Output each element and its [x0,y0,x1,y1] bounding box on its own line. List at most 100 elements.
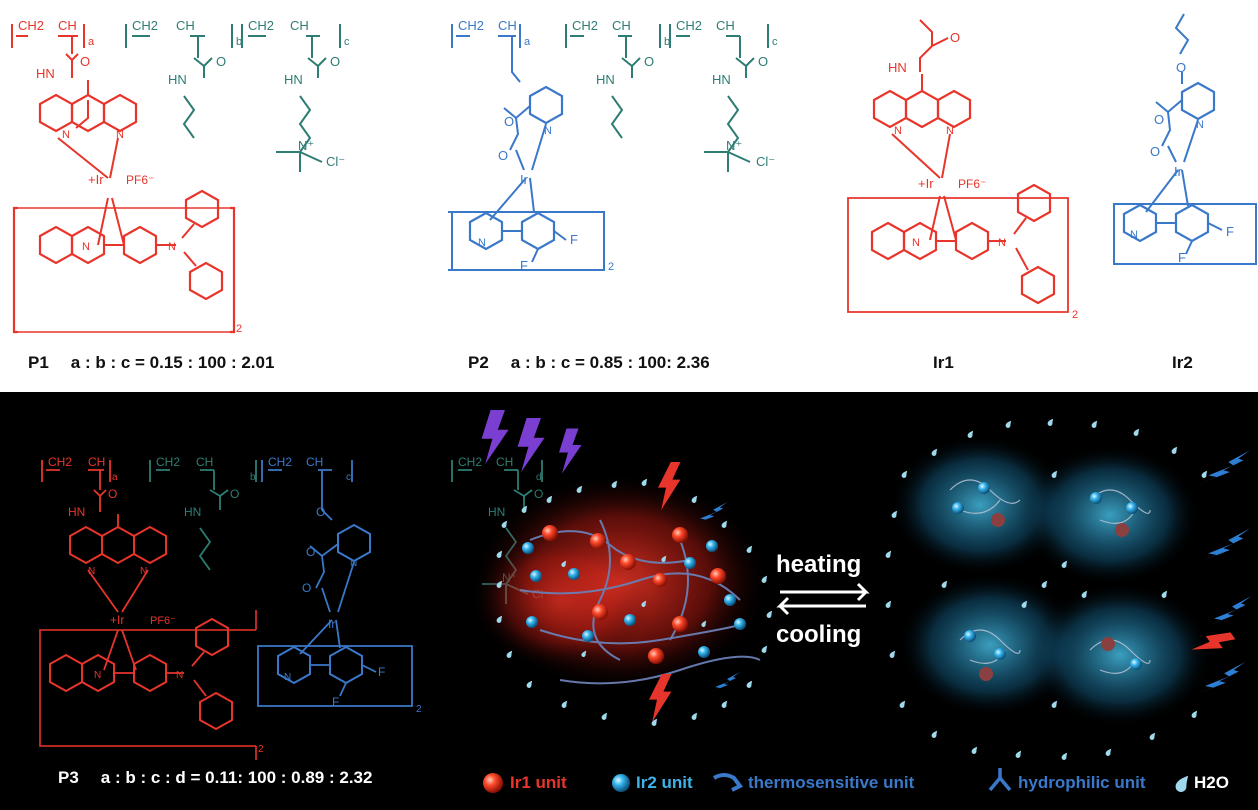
equilibrium-arrows [776,582,870,616]
excitation-bolt-2 [517,418,545,472]
p1-ratio: a : b : c = 0.15 : 100 : 2.01 [70,353,275,372]
svg-text:O: O [1154,112,1164,127]
p1-caption: P1 a : b : c = 0.15 : 100 : 2.01 [28,353,274,373]
svg-text:N: N [82,241,90,253]
svg-text:b: b [664,36,670,48]
p2-structure: CH2 CH a O O N Ir N F F 2 CH2 CH b O HN … [448,18,778,273]
svg-text:O: O [1150,144,1160,159]
p1-label: P1 [28,353,49,372]
p1-atom-labels: CH2 CH a O HN N N +Ir PF6⁻ N N 2 CH2 CH … [18,18,350,335]
svg-text:F: F [520,258,528,273]
svg-text:c: c [346,472,351,483]
p2-ratio: a : b : c = 0.85 : 100: 2.36 [510,353,710,372]
blue-emission-bolt-4 [1200,528,1250,562]
svg-text:2: 2 [258,744,264,755]
svg-text:CH: CH [306,455,323,469]
svg-text:N: N [176,670,183,681]
legend-hydrophilic-unit: hydrophilic unit [1018,773,1146,792]
svg-text:Cl⁻: Cl⁻ [756,154,775,169]
svg-text:CH2: CH2 [458,18,484,33]
thermosensitive-unit-icon [712,773,744,792]
p2-atom-labels: CH2 CH a O O N Ir N F F 2 CH2 CH b O HN … [458,18,778,273]
svg-text:Ir: Ir [1174,164,1183,179]
svg-text:CH: CH [498,18,517,33]
svg-text:F: F [332,695,339,709]
svg-text:PF6⁻: PF6⁻ [126,173,154,187]
svg-text:N: N [894,125,902,137]
svg-text:2: 2 [416,704,422,715]
svg-text:CH: CH [196,455,213,469]
svg-text:CH2: CH2 [268,455,292,469]
svg-text:F: F [1178,250,1186,265]
svg-text:N: N [478,237,486,249]
svg-text:b: b [236,36,242,48]
svg-text:c: c [344,36,350,48]
svg-text:PF6⁻: PF6⁻ [958,177,986,191]
svg-text:O: O [504,114,514,129]
ir1-unit-icon [483,773,503,793]
blue-emission-bolt-2 [710,672,740,692]
svg-text:c: c [772,36,778,48]
svg-text:O: O [950,30,960,45]
svg-text:HN: HN [712,72,731,87]
svg-text:O: O [302,581,311,595]
svg-text:O: O [758,54,768,69]
svg-text:CH2: CH2 [248,18,274,33]
svg-text:CH: CH [612,18,631,33]
svg-text:N⁺: N⁺ [298,138,314,153]
svg-text:HN: HN [184,505,201,519]
svg-text:N: N [168,241,176,253]
svg-text:CH2: CH2 [156,455,180,469]
svg-text:+Ir: +Ir [110,613,124,627]
ir1-caption: Ir1 [933,353,954,373]
svg-text:O: O [80,54,90,69]
svg-text:O: O [230,487,239,501]
water-drop-icon [1175,775,1189,792]
ir2-structure [1113,13,1257,265]
dissolved-state [885,418,1252,760]
ir2-caption: Ir2 [1172,353,1193,373]
svg-text:+Ir: +Ir [918,176,934,191]
svg-text:d: d [536,472,542,483]
p2-caption: P2 a : b : c = 0.85 : 100: 2.36 [468,353,710,373]
legend-icons [483,768,1189,793]
cooling-label: cooling [776,621,862,648]
svg-text:CH: CH [88,455,105,469]
svg-text:CH: CH [496,455,513,469]
ir1-label: Ir1 [933,353,954,372]
ir1-units-left [542,525,726,664]
svg-text:N: N [116,129,124,141]
svg-text:N: N [140,566,147,577]
svg-text:N⁺: N⁺ [726,138,742,153]
svg-text:O: O [498,148,508,163]
svg-text:CH2: CH2 [48,455,72,469]
ir2-unit-icon [612,774,630,792]
svg-text:HN: HN [68,505,85,519]
svg-text:CH: CH [176,18,195,33]
svg-text:CH2: CH2 [572,18,598,33]
svg-text:CH2: CH2 [458,455,482,469]
p3-ratio: a : b : c : d = 0.11: 100 : 0.89 : 2.32 [100,768,373,787]
svg-text:O: O [108,487,117,501]
svg-text:CH2: CH2 [676,18,702,33]
svg-text:+Ir: +Ir [88,172,104,187]
svg-text:HN: HN [168,72,187,87]
p1-structure: CH2 CH a O HN N N +Ir PF6⁻ N N 2 CH2 CH … [11,18,350,335]
svg-text:CH2: CH2 [132,18,158,33]
svg-text:b: b [250,472,256,483]
excitation-bolt-3 [559,428,582,474]
svg-text:N: N [1130,229,1138,241]
legend-ir1-unit: Ir1 unit [510,773,567,792]
svg-text:CH2: CH2 [18,18,44,33]
structures-svg: CH2 CH a O HN N N +Ir PF6⁻ N N 2 CH2 CH … [11,13,1257,335]
ir2-atom-labels: O O O N Ir N F F [1130,60,1234,265]
svg-text:F: F [378,665,385,679]
svg-text:Cl⁻: Cl⁻ [326,154,345,169]
aggregate-state [470,410,773,726]
legend-thermosensitive-unit: thermosensitive unit [748,773,915,792]
svg-text:HN: HN [36,66,55,81]
svg-text:N: N [350,558,357,569]
svg-text:HN: HN [596,72,615,87]
p3-label: P3 [58,768,79,787]
